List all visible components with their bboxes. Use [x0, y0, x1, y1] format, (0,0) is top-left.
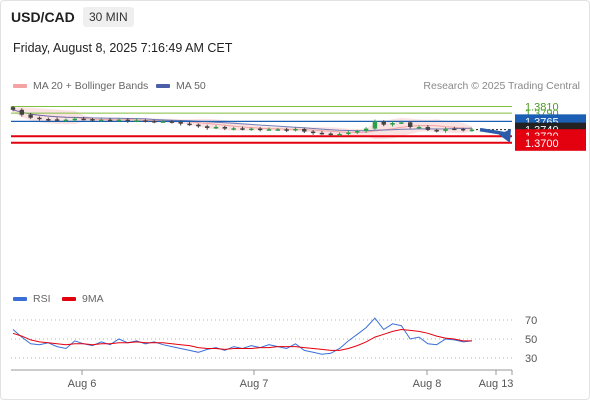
candle-body — [372, 121, 378, 129]
candle-body — [28, 114, 33, 118]
candle-body — [240, 128, 245, 130]
candle-body — [337, 133, 342, 136]
forecast-arrow-head — [499, 128, 511, 143]
resistance-label: 1.3810 — [525, 102, 559, 114]
candle-body — [293, 128, 298, 131]
candle-body — [116, 119, 122, 122]
candle-body — [302, 128, 307, 132]
support-label: 1.3700 — [525, 138, 559, 150]
candle-body — [399, 122, 404, 124]
candle-body — [125, 119, 130, 122]
candle-body — [408, 122, 413, 127]
candle-body — [346, 132, 351, 135]
legend-rsi-label: RSI — [33, 293, 51, 305]
legend-rsi-ma: 9MA — [62, 293, 104, 305]
candle-body — [355, 130, 360, 133]
rsi-tick-label: 30 — [525, 353, 537, 365]
x-tick-label: Aug 13 — [479, 378, 514, 390]
candle-body — [443, 128, 448, 131]
ma50-line — [12, 109, 473, 132]
candle-body — [452, 128, 457, 131]
legend-bollinger-label: MA 20 + Bollinger Bands — [33, 80, 149, 92]
candle-body — [99, 119, 104, 122]
rsi-ma-line — [12, 328, 472, 351]
legend-bollinger: MA 20 + Bollinger Bands — [13, 80, 148, 92]
candle-body — [319, 132, 325, 135]
candle-body — [196, 124, 201, 127]
candle-body — [416, 126, 422, 129]
candle-body — [434, 129, 439, 132]
bollinger-swatch — [13, 84, 27, 88]
legend-rsi: RSI — [13, 293, 51, 305]
x-tick-label: Aug 6 — [68, 378, 97, 390]
candle-body — [169, 121, 175, 123]
candle-body — [178, 122, 183, 124]
candle-body — [10, 107, 16, 110]
candle-body — [63, 119, 69, 122]
legend-rsi-ma-label: 9MA — [82, 293, 104, 305]
candle-body — [107, 119, 113, 122]
rsi-swatch — [13, 297, 27, 301]
candle-body — [72, 118, 77, 121]
rsi-ma-swatch — [62, 297, 76, 301]
candle-body — [143, 120, 148, 122]
candle-body — [37, 117, 42, 120]
forecast-arrow-shaft — [479, 127, 507, 136]
candle-body — [213, 126, 219, 129]
timestamp: Friday, August 8, 2025 7:16:49 AM CET — [13, 41, 233, 55]
timeframe-badge[interactable]: 30 MIN — [83, 7, 134, 27]
candle-body — [381, 121, 386, 125]
candle-body — [249, 128, 254, 131]
candle-body — [266, 129, 272, 131]
candle-body — [425, 126, 431, 130]
candle-body — [390, 123, 395, 125]
candle-body — [19, 109, 25, 115]
candle-body — [81, 118, 86, 121]
candle-body — [134, 120, 139, 122]
candle-body — [90, 119, 95, 121]
candle-body — [284, 129, 289, 131]
candle-body — [363, 128, 369, 131]
instrument-title[interactable]: USD/CAD — [11, 9, 75, 25]
rsi-tick-label: 50 — [525, 334, 537, 346]
candle-body — [46, 119, 51, 121]
candle-body — [257, 128, 263, 131]
candle-body — [469, 129, 475, 132]
candle-body — [328, 133, 333, 136]
candle-body — [187, 123, 192, 126]
candle-body — [152, 121, 157, 123]
rsi-tick-label: 70 — [525, 315, 537, 327]
candle-body — [310, 131, 316, 134]
source-credit: Research © 2025 Trading Central — [423, 80, 580, 92]
candle-body — [460, 128, 466, 131]
candle-body — [54, 119, 60, 121]
x-tick-label: Aug 7 — [240, 378, 269, 390]
candle-body — [222, 126, 228, 129]
support-label-bg — [515, 135, 586, 151]
legend-ma50-label: MA 50 — [176, 80, 206, 92]
candle-body — [204, 126, 210, 128]
candle-body — [231, 128, 236, 130]
ma50-swatch — [156, 84, 170, 88]
candle-body — [160, 121, 166, 123]
x-tick-label: Aug 8 — [413, 378, 442, 390]
candles — [10, 106, 475, 137]
candle-body — [275, 129, 281, 131]
legend-ma50: MA 50 — [156, 80, 206, 92]
